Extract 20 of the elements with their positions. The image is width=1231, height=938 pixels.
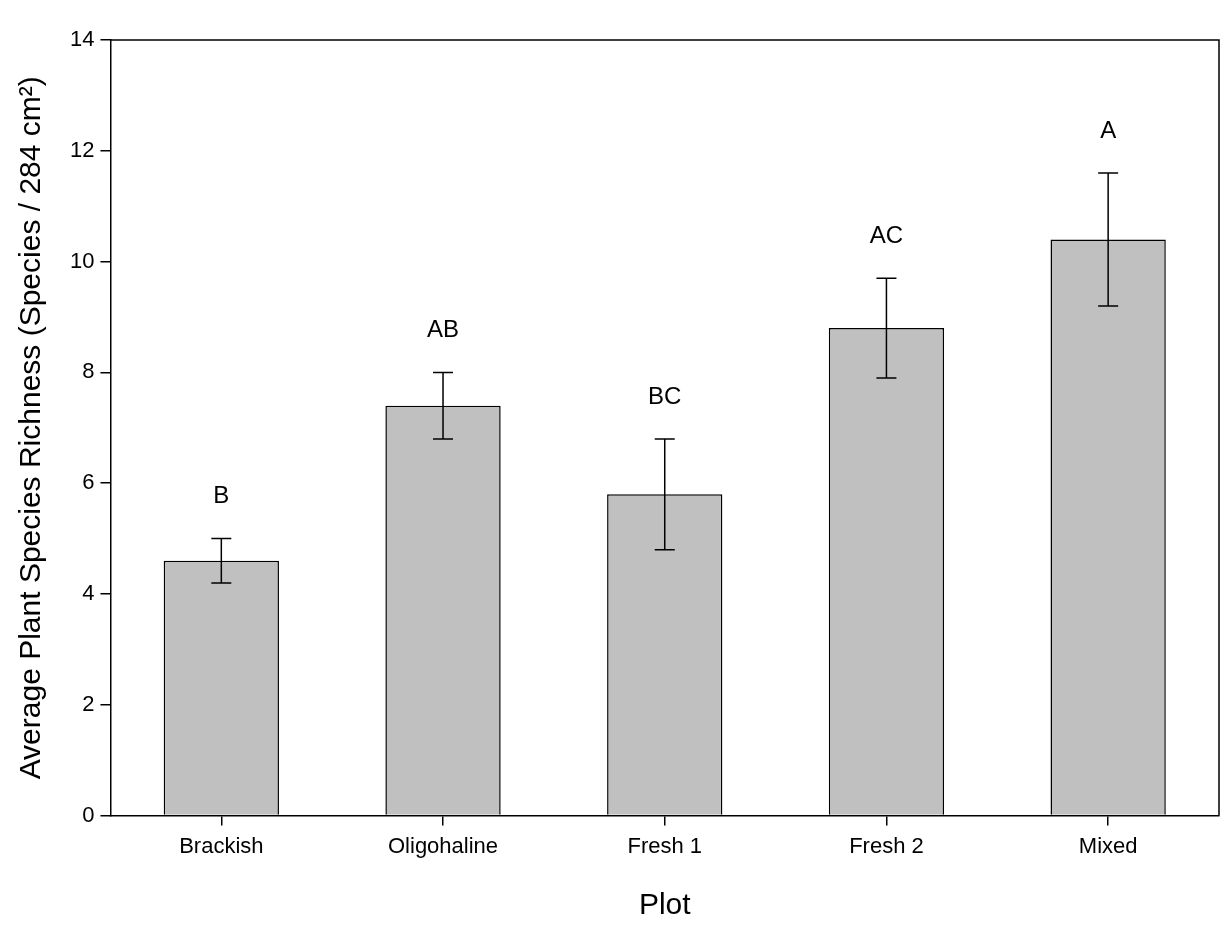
annotation: BC bbox=[648, 381, 682, 409]
annotation: AB bbox=[427, 315, 460, 343]
x-tick-label: Mixed bbox=[1078, 832, 1138, 858]
x-tick-label: Brackish bbox=[179, 832, 264, 858]
y-axis-title: Average Plant Species Richness (Species / 284 cm²) bbox=[13, 76, 47, 780]
x-axis-title: Plot bbox=[638, 887, 692, 921]
x-tick-label: Fresh 1 bbox=[627, 832, 703, 858]
y-tick-label: 12 bbox=[69, 136, 95, 162]
x-tick-label: Fresh 2 bbox=[849, 832, 924, 858]
y-tick-label: 8 bbox=[82, 358, 95, 384]
annotation: A bbox=[1100, 115, 1117, 143]
y-tick-label: 10 bbox=[69, 247, 95, 273]
y-tick-label: 14 bbox=[69, 26, 95, 52]
annotation: B bbox=[213, 481, 230, 509]
x-tick-label: Oligohaline bbox=[387, 832, 499, 858]
y-tick-label: 2 bbox=[82, 690, 95, 716]
y-tick-label: 6 bbox=[82, 469, 95, 495]
y-tick-label: 0 bbox=[82, 801, 95, 827]
annotation: AC bbox=[869, 220, 904, 248]
y-tick-label: 4 bbox=[82, 580, 95, 606]
